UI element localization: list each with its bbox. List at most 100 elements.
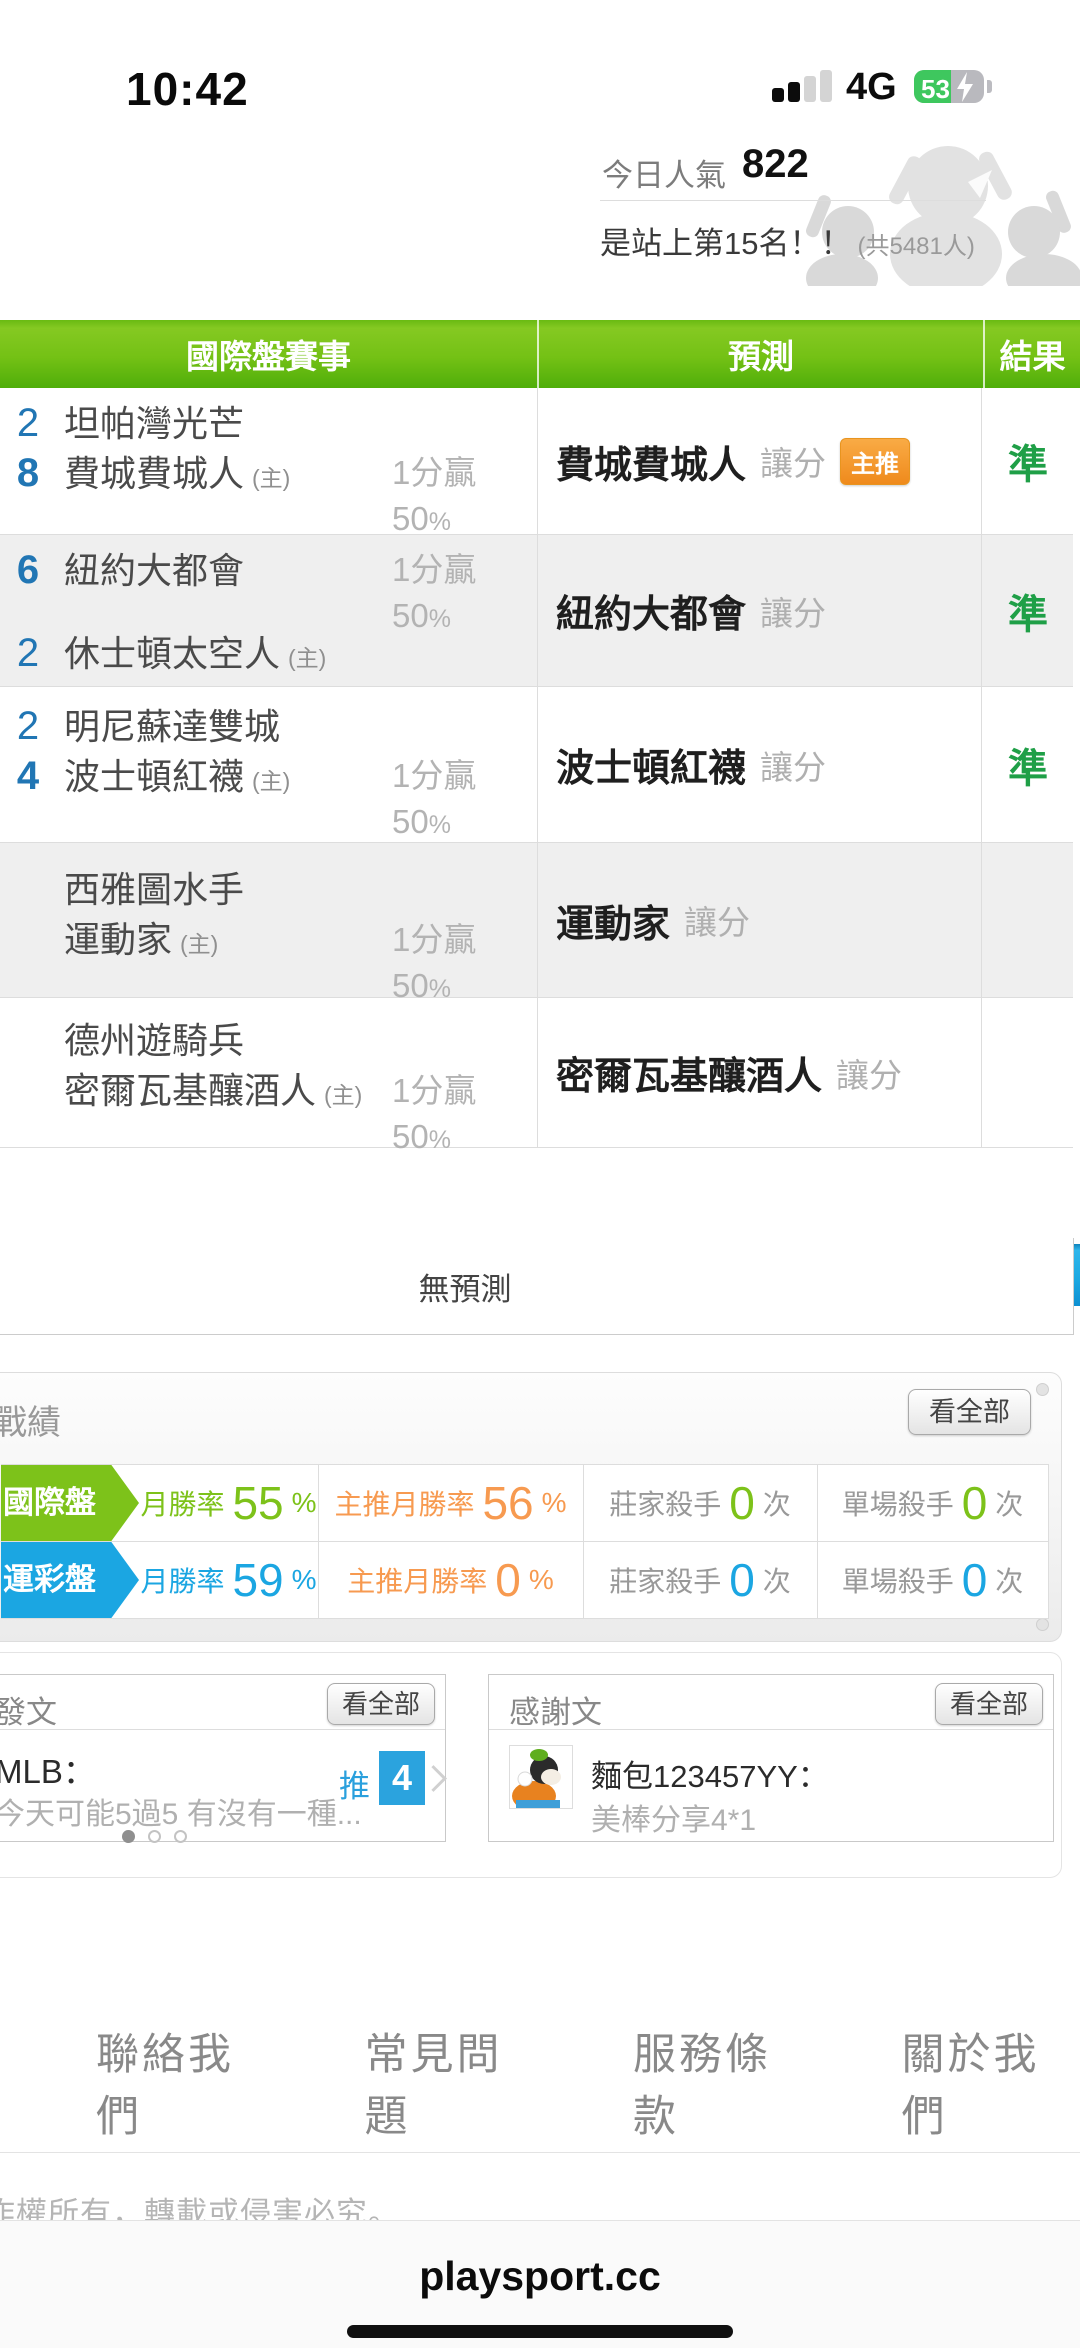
posts-panel: 發文 看全部 MLB： 今天可能5過5 有沒有一種... 推 4 <box>0 1674 447 1842</box>
single-killer-count: 0 <box>961 1477 988 1529</box>
posts-see-all-button[interactable]: 看全部 <box>326 1683 435 1725</box>
post-item-title[interactable]: MLB： <box>0 1753 96 1790</box>
handicap-odds: 1分贏 50% <box>392 454 477 537</box>
battery-nub <box>987 80 992 93</box>
thanks-panel: 感謝文 看全部 麵包123457YY： 美棒分享4*1 <box>488 1674 1054 1842</box>
panel-dot-top <box>1036 1383 1049 1396</box>
status-time: 10:42 <box>126 63 249 115</box>
carousel-dot[interactable] <box>174 1830 187 1843</box>
thanks-user[interactable]: 麵包123457YY： <box>591 1759 829 1794</box>
sports-table-empty-row: 無預測 <box>0 1238 1074 1335</box>
result-cell: 準 <box>1008 592 1048 637</box>
stats-grid: 國際盤 月勝率 55% 主推月勝率 56% 莊家殺手 0 次 單場殺手 0 次 運彩盤 月勝… <box>1 1464 1049 1619</box>
footer-link-terms[interactable]: 服務條款 <box>633 2031 771 2141</box>
handicap-odds: 1分贏 50% <box>392 551 477 634</box>
intl-col-predict: 預測 <box>539 320 985 388</box>
thanks-divider <box>489 1729 1053 1730</box>
match-teams: 6 紐約大都會 2 休士頓太空人 (主) 1分贏 50% <box>0 535 538 686</box>
match-teams: 2 坦帕灣光芒 8 費城費城人 (主) 1分贏 50% <box>0 388 538 537</box>
url-bar[interactable]: playsport.cc <box>419 2253 661 2299</box>
footer-link-faq[interactable]: 常見問題 <box>364 2031 503 2141</box>
carousel-dot[interactable] <box>148 1830 161 1843</box>
rank-text: 是站上第15名！！ (共5481人) <box>600 226 975 261</box>
avatar[interactable] <box>509 1745 573 1809</box>
prediction-cell: 紐約大都會 讓分 主推 <box>538 535 982 686</box>
sports-label-ribbon: 運彩盤 <box>1 1542 139 1618</box>
home-score: 2 <box>16 631 40 675</box>
banker-killer-count: 0 <box>729 1477 755 1529</box>
home-mark: (主) <box>324 1082 363 1108</box>
network-type: 4G <box>846 66 897 108</box>
home-mark: (主) <box>252 465 291 491</box>
post-item-preview[interactable]: 今天可能5過5 有沒有一種... <box>0 1798 362 1831</box>
home-team: 密爾瓦基釀酒人 <box>64 1070 317 1111</box>
home-indicator[interactable] <box>347 2325 733 2338</box>
away-score: 2 <box>16 401 40 445</box>
avatar-cartoon-icon <box>510 1746 572 1808</box>
handicap-odds: 1分贏 50% <box>392 921 477 1004</box>
away-team: 紐約大都會 <box>64 550 245 591</box>
prediction-cell: 費城費城人 讓分 主推 <box>538 388 982 534</box>
thanks-text: 美棒分享4*1 <box>591 1804 757 1837</box>
battery-percent: 53 <box>921 74 950 103</box>
carousel-dots[interactable] <box>122 1830 187 1843</box>
footer-link-contact[interactable]: 聯絡我們 <box>96 2031 234 2141</box>
carousel-dot-active[interactable] <box>122 1830 135 1843</box>
banker-killer-count: 0 <box>729 1554 755 1606</box>
home-mark: (主) <box>288 645 327 671</box>
intl-col-result: 結果 <box>999 338 1066 375</box>
match-teams: 2 明尼蘇達雙城 4 波士頓紅襪 (主) 1分贏 50% <box>0 687 538 842</box>
no-prediction-text: 無預測 <box>418 1271 512 1307</box>
result-cell <box>983 998 1073 1147</box>
browser-bottom-bar: playsport.cc <box>0 2220 1080 2348</box>
footer-link-about[interactable]: 關於我們 <box>901 2031 1040 2141</box>
away-team: 德州遊騎兵 <box>64 1020 245 1061</box>
main-pick-winrate: 56 <box>482 1477 534 1529</box>
prediction-cell: 密爾瓦基釀酒人 讓分 主推 <box>538 998 982 1147</box>
away-team: 明尼蘇達雙城 <box>64 706 281 747</box>
handicap-odds: 1分贏 50% <box>392 757 477 840</box>
mascot-cheering-icon <box>806 146 1080 286</box>
thanks-title: 感謝文 <box>509 1695 602 1730</box>
result-cell: 準 <box>1008 746 1048 791</box>
match-teams: 西雅圖水手 運動家 (主) 1分贏 50% <box>0 843 538 1004</box>
footer-links: 聯絡我們 常見問題 服務條款 關於我們 <box>96 2020 1080 2144</box>
result-cell: 準 <box>1008 443 1048 487</box>
away-score: 6 <box>16 548 40 592</box>
header-divider <box>600 200 986 201</box>
footer-divider <box>0 2152 1080 2153</box>
panel-dot-bottom <box>1036 1618 1049 1631</box>
home-score: 8 <box>16 451 40 495</box>
match-row[interactable]: 2 坦帕灣光芒 8 費城費城人 (主) 1分贏 50% 費城費城人 讓分 主推 準 <box>0 388 1073 537</box>
battery-fill <box>914 70 952 103</box>
stats-row-sports: 運彩盤 月勝率 59% 主推月勝率 0% 莊家殺手 0 次 單場殺手 0 次 <box>1 1542 1048 1618</box>
intl-col-events: 國際盤賽事 <box>0 320 539 388</box>
monthly-winrate: 55 <box>232 1477 284 1529</box>
prediction-cell: 運動家 讓分 主推 <box>538 843 982 997</box>
stats-row-intl: 國際盤 月勝率 55% 主推月勝率 56% 莊家殺手 0 次 單場殺手 0 次 <box>1 1465 1048 1542</box>
home-mark: (主) <box>252 768 291 794</box>
home-team: 運動家 <box>64 919 173 960</box>
rank-total: (共5481人) <box>857 233 975 260</box>
signal-bars-icon <box>772 70 834 102</box>
stats-see-all-button[interactable]: 看全部 <box>908 1389 1031 1435</box>
away-team: 坦帕灣光芒 <box>64 403 245 444</box>
thanks-see-all-button[interactable]: 看全部 <box>934 1683 1043 1725</box>
popularity-value: 822 <box>742 142 809 186</box>
intl-table-header: 國際盤賽事 預測 結果 <box>0 320 1080 388</box>
popularity-label: 今日人氣 <box>602 158 726 193</box>
away-team: 西雅圖水手 <box>64 869 245 910</box>
stats-panel: 戰績 看全部 國際盤 月勝率 55% 主推月勝率 56% 莊家殺手 0 次 單場殺手 0 次… <box>0 1372 1062 1642</box>
intl-label-ribbon: 國際盤 <box>1 1465 139 1541</box>
result-cell <box>983 843 1073 997</box>
monthly-winrate: 59 <box>232 1554 284 1606</box>
away-score: 2 <box>16 704 40 748</box>
posts-divider <box>0 1729 445 1730</box>
home-team: 波士頓紅襪 <box>64 756 245 797</box>
handicap-odds: 1分贏 50% <box>392 1072 477 1155</box>
